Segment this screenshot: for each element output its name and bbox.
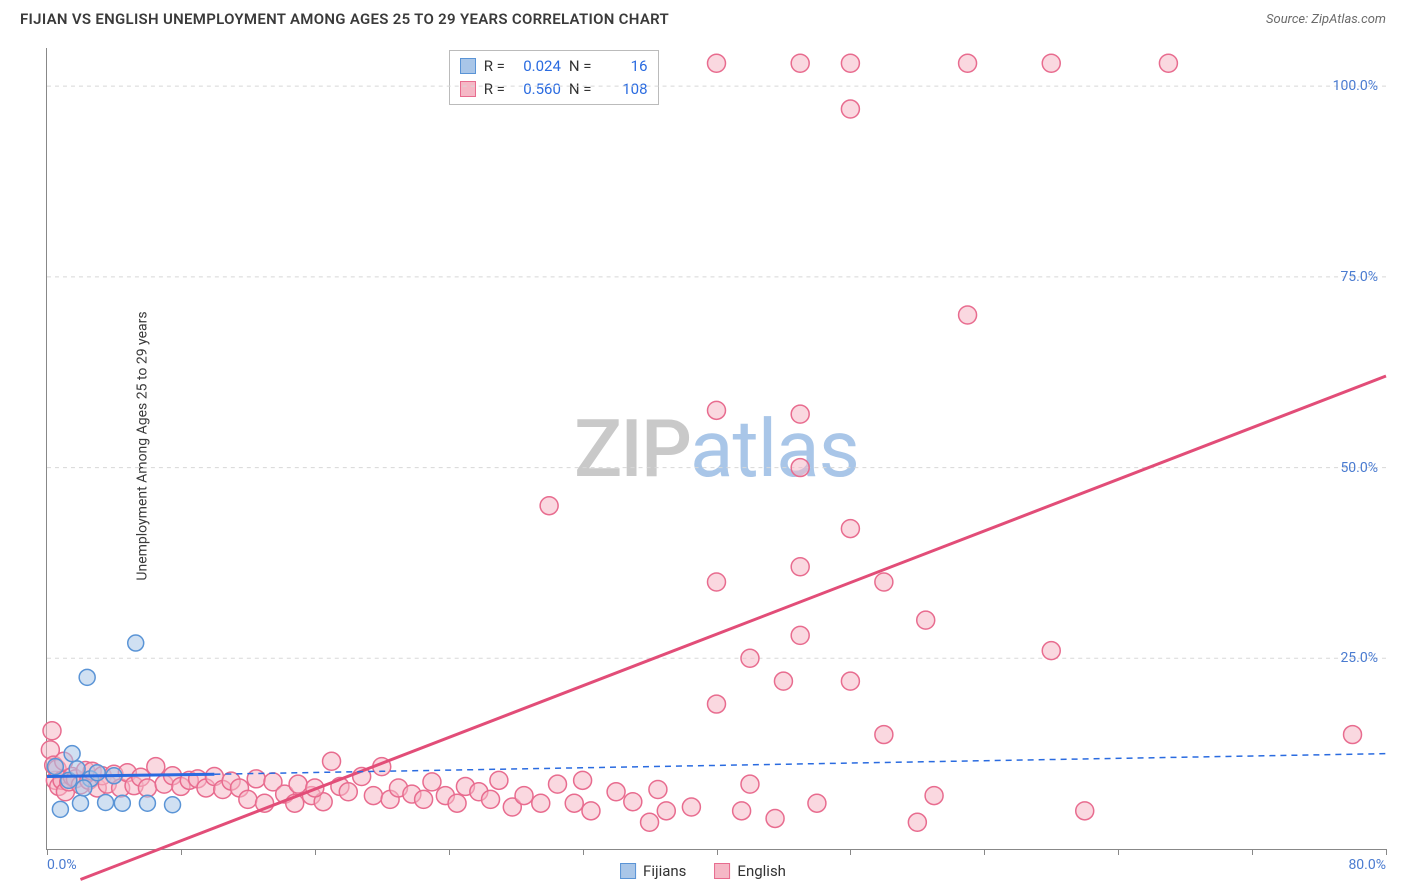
x-tick	[717, 849, 718, 855]
swatch-english	[714, 863, 730, 879]
y-tick-label: 25.0%	[1340, 650, 1378, 666]
x-tick	[449, 849, 450, 855]
legend-label-english: English	[737, 862, 786, 880]
x-min-label: 0.0%	[47, 857, 77, 873]
scatter-svg	[47, 48, 1386, 849]
x-tick	[47, 849, 48, 855]
y-tick-label: 50.0%	[1340, 460, 1378, 476]
x-tick	[1252, 849, 1253, 855]
bottom-legend: Fijians English	[620, 862, 786, 880]
x-tick	[1118, 849, 1119, 855]
x-tick	[315, 849, 316, 855]
source-label: Source: ZipAtlas.com	[1266, 12, 1386, 27]
y-tick-label: 75.0%	[1340, 269, 1378, 285]
x-tick	[181, 849, 182, 855]
chart-title: FIJIAN VS ENGLISH UNEMPLOYMENT AMONG AGE…	[20, 10, 669, 28]
x-tick	[583, 849, 584, 855]
y-tick-label: 100.0%	[1333, 78, 1378, 94]
x-tick	[984, 849, 985, 855]
legend-item-english: English	[714, 862, 786, 880]
swatch-fijians	[620, 863, 636, 879]
legend-item-fijians: Fijians	[620, 862, 686, 880]
x-max-label: 80.0%	[1348, 857, 1386, 873]
chart-plot-area: ZIPatlas R = 0.024 N = 16 R = 0.560 N = …	[46, 48, 1386, 850]
x-tick	[850, 849, 851, 855]
legend-label-fijians: Fijians	[643, 862, 686, 880]
x-tick	[1386, 849, 1387, 855]
